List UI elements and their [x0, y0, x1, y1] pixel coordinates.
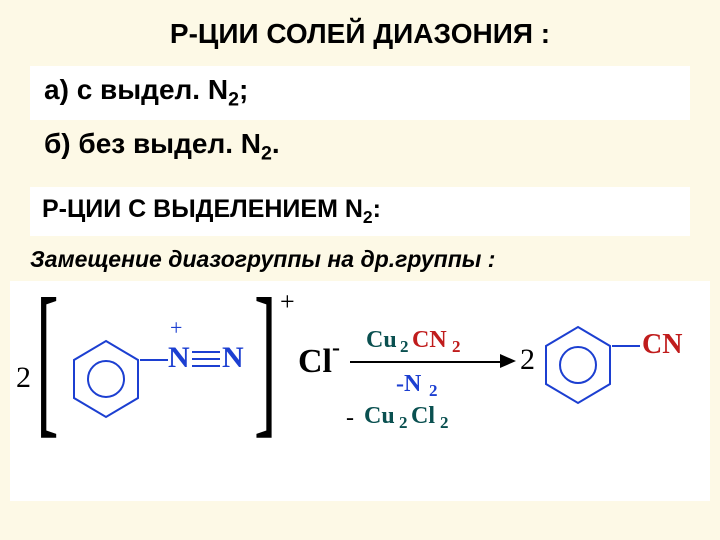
item-a-prefix: а): [44, 74, 77, 105]
item-b-end: .: [272, 128, 280, 159]
left-coeff: 2: [16, 361, 31, 395]
byprod-n2: -N: [396, 371, 421, 398]
bracket-left: [: [36, 273, 59, 443]
substitution-line: Замещение диазогруппы на др.группы :: [30, 246, 690, 273]
benzene-left: [70, 337, 142, 419]
counterion-charge: -: [332, 335, 340, 362]
item-a-end: ;: [239, 74, 248, 105]
counterion: Cl: [298, 343, 332, 381]
byprod2-cl-sub: 2: [440, 413, 449, 433]
reagent-cn-sub: 2: [452, 337, 461, 357]
subtitle-sub: 2: [363, 207, 373, 227]
triple-1: [192, 351, 220, 353]
arrow-line: [350, 361, 500, 363]
reaction-scheme: 2 [ N + N ] + Cl - Cu 2 CN 2 -N 2 - Cu 2…: [10, 281, 710, 501]
byprod2-cu: Cu: [364, 403, 395, 430]
byprod2-cu-sub: 2: [399, 413, 408, 433]
bracket-charge: +: [280, 287, 295, 317]
arrow-head: [500, 354, 516, 368]
subtitle: Р-ЦИИ С ВЫДЕЛЕНИЕМ N2:: [30, 187, 690, 236]
reagent-cu-sub: 2: [400, 337, 409, 357]
item-a: а) с выдел. N2;: [30, 66, 690, 120]
n-right: N: [222, 341, 244, 375]
benzene-right: [542, 323, 614, 405]
bond-to-n: [140, 359, 168, 361]
n-plus: +: [170, 315, 182, 341]
bracket-right: ]: [254, 273, 277, 443]
ring-circle-r: [560, 347, 596, 383]
right-coeff: 2: [520, 343, 535, 377]
item-a-sub: 2: [228, 89, 239, 111]
page-title: Р-ЦИИ СОЛЕЙ ДИАЗОНИЯ :: [0, 0, 720, 60]
item-b: б) без выдел. N2.: [30, 124, 690, 170]
subtitle-end: :: [373, 195, 381, 223]
bond-to-cn: [612, 345, 640, 347]
item-b-sub: 2: [261, 142, 272, 164]
product-cn: CN: [642, 329, 682, 361]
hexagon-r: [546, 327, 610, 403]
ring-circle: [88, 361, 124, 397]
n-left: N: [168, 341, 190, 375]
item-b-text: без выдел. N: [78, 128, 261, 159]
subtitle-text: Р-ЦИИ С ВЫДЕЛЕНИЕМ N: [42, 195, 363, 223]
byprod2-cl: Cl: [411, 403, 435, 430]
hexagon: [74, 341, 138, 417]
item-a-text: с выдел. N: [77, 74, 228, 105]
reagent-cu: Cu: [366, 327, 397, 354]
triple-3: [192, 365, 220, 367]
byprod2-minus: -: [346, 405, 354, 432]
byprod-n2-sub: 2: [429, 381, 438, 401]
item-b-prefix: б): [44, 128, 78, 159]
triple-2: [192, 358, 220, 360]
reagent-cn: CN: [412, 327, 447, 354]
